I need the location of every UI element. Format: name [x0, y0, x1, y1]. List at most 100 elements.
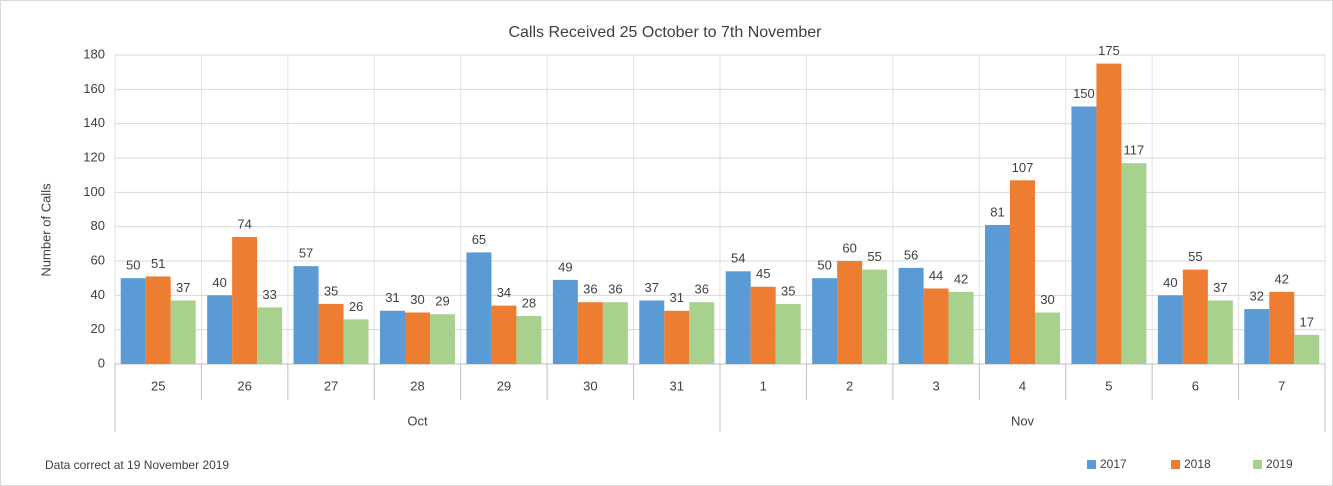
- x-tick-label: 30: [583, 378, 597, 393]
- bar: [380, 310, 405, 364]
- data-label: 37: [176, 280, 190, 295]
- data-label: 31: [670, 290, 684, 305]
- x-tick-label: 7: [1278, 378, 1285, 393]
- data-label: 54: [731, 251, 745, 266]
- bar: [343, 319, 369, 364]
- x-tick-label: 5: [1105, 378, 1112, 393]
- data-label: 35: [781, 283, 795, 298]
- y-tick-label: 80: [91, 218, 105, 233]
- x-tick-label: 31: [670, 378, 684, 393]
- data-label: 36: [583, 282, 597, 297]
- data-label: 30: [410, 292, 424, 307]
- bar: [466, 252, 492, 364]
- data-label: 17: [1300, 314, 1314, 329]
- bar: [318, 303, 344, 364]
- data-label: 74: [237, 216, 251, 231]
- bar: [664, 310, 690, 364]
- data-label: 60: [842, 240, 856, 255]
- data-label: 49: [558, 259, 572, 274]
- y-tick-label: 0: [98, 355, 105, 370]
- data-label: 150: [1073, 86, 1095, 101]
- footnote: Data correct at 19 November 2019: [45, 458, 229, 472]
- x-tick-label: 1: [760, 378, 767, 393]
- data-label: 31: [385, 290, 399, 305]
- legend-swatch: [1087, 460, 1096, 469]
- bar: [170, 300, 196, 364]
- x-tick-label: 26: [237, 378, 251, 393]
- data-label: 55: [1188, 249, 1202, 264]
- data-label: 40: [212, 275, 226, 290]
- data-label: 30: [1040, 292, 1054, 307]
- data-label: 42: [954, 271, 968, 286]
- data-label: 51: [151, 256, 165, 271]
- chart-title: Calls Received 25 October to 7th Novembe…: [508, 24, 822, 41]
- x-tick-label: 25: [151, 378, 165, 393]
- data-label: 65: [472, 232, 486, 247]
- bar: [232, 236, 258, 364]
- bar: [948, 291, 974, 364]
- data-label: 55: [867, 249, 881, 264]
- data-label: 36: [695, 282, 709, 297]
- data-label: 37: [645, 280, 659, 295]
- bar: [1157, 295, 1183, 364]
- x-tick-label: 6: [1192, 378, 1199, 393]
- data-label: 37: [1213, 280, 1227, 295]
- bar: [750, 286, 776, 364]
- legend-label: 2017: [1100, 457, 1127, 471]
- data-label: 57: [299, 246, 313, 261]
- bar: [639, 300, 665, 364]
- x-tick-label: 29: [497, 378, 511, 393]
- data-label: 28: [522, 295, 536, 310]
- bar: [1071, 106, 1097, 364]
- bar: [405, 312, 430, 364]
- bar: [293, 266, 319, 364]
- bar: [207, 295, 233, 364]
- y-tick-label: 160: [83, 81, 105, 96]
- data-label: 36: [608, 282, 622, 297]
- bar: [1096, 63, 1122, 364]
- legend-swatch: [1253, 460, 1262, 469]
- bar: [985, 224, 1010, 364]
- data-label: 42: [1275, 271, 1289, 286]
- bar: [1244, 309, 1270, 364]
- bar: [1207, 300, 1233, 364]
- y-tick-label: 40: [91, 287, 105, 302]
- data-label: 175: [1098, 43, 1120, 58]
- data-label: 50: [817, 258, 831, 273]
- bar: [775, 303, 801, 364]
- bar: [862, 269, 888, 364]
- bar: [923, 288, 949, 364]
- bar: [1035, 312, 1060, 364]
- group-label: Oct: [407, 413, 428, 428]
- bar: [1269, 291, 1295, 364]
- y-tick-label: 180: [83, 46, 105, 61]
- legend-swatch: [1171, 460, 1180, 469]
- data-label: 107: [1012, 160, 1034, 175]
- bar: [689, 302, 715, 364]
- y-tick-label: 60: [91, 252, 105, 267]
- data-label: 44: [929, 268, 943, 283]
- x-tick-label: 27: [324, 378, 338, 393]
- bar: [120, 278, 146, 364]
- x-tick-label: 4: [1019, 378, 1026, 393]
- data-label: 33: [262, 287, 276, 302]
- bar: [898, 267, 924, 364]
- data-label: 29: [435, 294, 449, 309]
- data-label: 26: [349, 299, 363, 314]
- data-label: 50: [126, 258, 140, 273]
- bar: [257, 307, 283, 364]
- data-label: 40: [1163, 275, 1177, 290]
- bar: [1182, 269, 1208, 364]
- y-tick-label: 140: [83, 115, 105, 130]
- legend-label: 2018: [1184, 457, 1211, 471]
- bar: [577, 302, 603, 364]
- group-label: Nov: [1011, 413, 1035, 428]
- bar: [602, 302, 628, 364]
- bar: [1294, 334, 1320, 364]
- legend-label: 2019: [1266, 457, 1293, 471]
- data-label: 56: [904, 247, 918, 262]
- bar: [812, 278, 838, 364]
- bar: [552, 279, 578, 364]
- bar: [837, 261, 863, 364]
